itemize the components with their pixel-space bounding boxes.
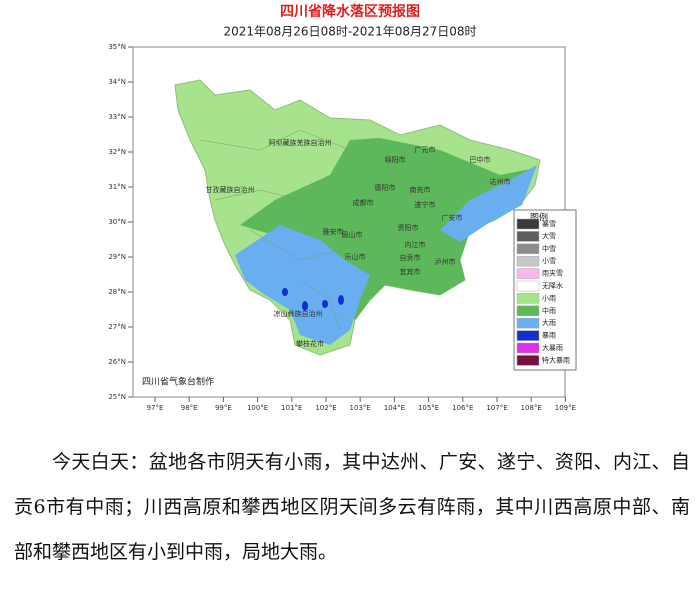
legend-swatch — [516, 305, 540, 317]
city-label: 甘孜藏族自治州 — [206, 185, 255, 194]
legend-swatch — [516, 243, 540, 255]
legend-label: 大雪 — [542, 231, 556, 240]
lat-label: 30°N — [108, 218, 126, 226]
city-label: 巴中市 — [470, 155, 491, 164]
city-label: 雅安市 — [323, 227, 344, 236]
legend-swatch — [516, 342, 540, 354]
legend-label: 暴雪 — [542, 220, 556, 228]
lon-label: 109°E — [555, 404, 576, 412]
lon-label: 104°E — [384, 404, 405, 412]
city-label: 自贡市 — [400, 253, 421, 262]
city-label: 泸州市 — [435, 257, 456, 266]
city-label: 达州市 — [490, 177, 511, 186]
city-label: 南充市 — [410, 185, 431, 194]
lat-label: 26°N — [108, 358, 126, 366]
city-label: 凉山彝族自治州 — [274, 309, 323, 318]
legend-swatch — [516, 317, 540, 329]
city-label: 内江市 — [405, 240, 426, 249]
legend-label: 暴雨 — [542, 332, 556, 340]
legend-label: 特大暴雨 — [542, 355, 570, 364]
lon-label: 107°E — [486, 404, 507, 412]
county-borders — [199, 129, 461, 331]
lon-label: 106°E — [452, 404, 473, 412]
lon-label: 102°E — [315, 404, 336, 412]
legend-swatch — [516, 231, 540, 242]
city-label: 德阳市 — [375, 183, 396, 192]
lat-label: 31°N — [108, 183, 126, 191]
city-label: 攀枝花市 — [296, 339, 324, 348]
legend-label: 大雨 — [542, 318, 556, 327]
region-heavy-rain — [235, 225, 370, 345]
legend-swatch — [516, 268, 540, 279]
legend-label: 中雪 — [542, 244, 556, 253]
lon-label: 100°E — [247, 404, 268, 412]
lon-label: 103°E — [350, 404, 371, 412]
city-label: 宜宾市 — [400, 267, 421, 276]
map-title: 四川省降水落区预报图 — [280, 3, 420, 20]
legend-swatch — [516, 280, 540, 292]
lon-label: 99°E — [215, 404, 232, 412]
rainstorm-spots — [282, 288, 344, 311]
legend-label: 小雪 — [542, 256, 556, 265]
lat-label: 25°N — [108, 393, 126, 401]
city-label: 资阳市 — [398, 223, 419, 232]
legend-swatch — [516, 255, 540, 267]
legend-label: 小雨 — [542, 293, 556, 302]
lon-label: 98°E — [181, 404, 198, 412]
credit: 四川省气象台制作 — [142, 376, 214, 388]
legend-swatch — [516, 330, 540, 341]
legend-swatch — [516, 355, 540, 366]
legend-label: 大暴雨 — [542, 343, 563, 352]
lat-label: 28°N — [108, 288, 126, 296]
lat-label: 35°N — [108, 43, 126, 51]
region-heavy-rain — [440, 165, 537, 242]
city-label: 眉山市 — [342, 230, 363, 239]
lon-label: 105°E — [418, 404, 439, 412]
lon-label: 101°E — [281, 404, 302, 412]
legend-label: 中雨 — [542, 306, 556, 315]
city-label: 阿坝藏族羌族自治州 — [269, 138, 332, 147]
legend-label: 雨夹雪 — [542, 269, 563, 278]
lat-label: 27°N — [108, 323, 126, 331]
city-label: 广安市 — [442, 213, 463, 222]
region-moderate-rain — [240, 138, 535, 320]
lat-label: 34°N — [108, 78, 126, 86]
lat-label: 29°N — [108, 253, 126, 261]
lon-label: 108°E — [521, 404, 542, 412]
map-subtitle: 2021年08月26日08时-2021年08月27日08时 — [223, 25, 476, 39]
city-label: 绵阳市 — [385, 155, 406, 164]
lon-label: 97°E — [147, 404, 164, 412]
city-label: 乐山市 — [345, 252, 366, 261]
forecast-text: 今天白天：盆地各市阴天有小雨，其中达州、广安、遂宁、资阳、内江、自贡6市有中雨；… — [14, 451, 690, 563]
city-label: 成都市 — [353, 198, 374, 207]
legend-swatch — [516, 218, 540, 230]
legend-label: 无降水 — [542, 281, 563, 290]
lat-label: 32°N — [108, 148, 126, 156]
city-label: 遂宁市 — [415, 200, 436, 209]
legend-swatch — [516, 293, 540, 304]
city-label: 广元市 — [415, 145, 436, 154]
lat-label: 33°N — [108, 113, 126, 121]
map: 四川省降水落区预报图 2021年08月26日08时-2021年08月27日08时… — [108, 3, 577, 412]
